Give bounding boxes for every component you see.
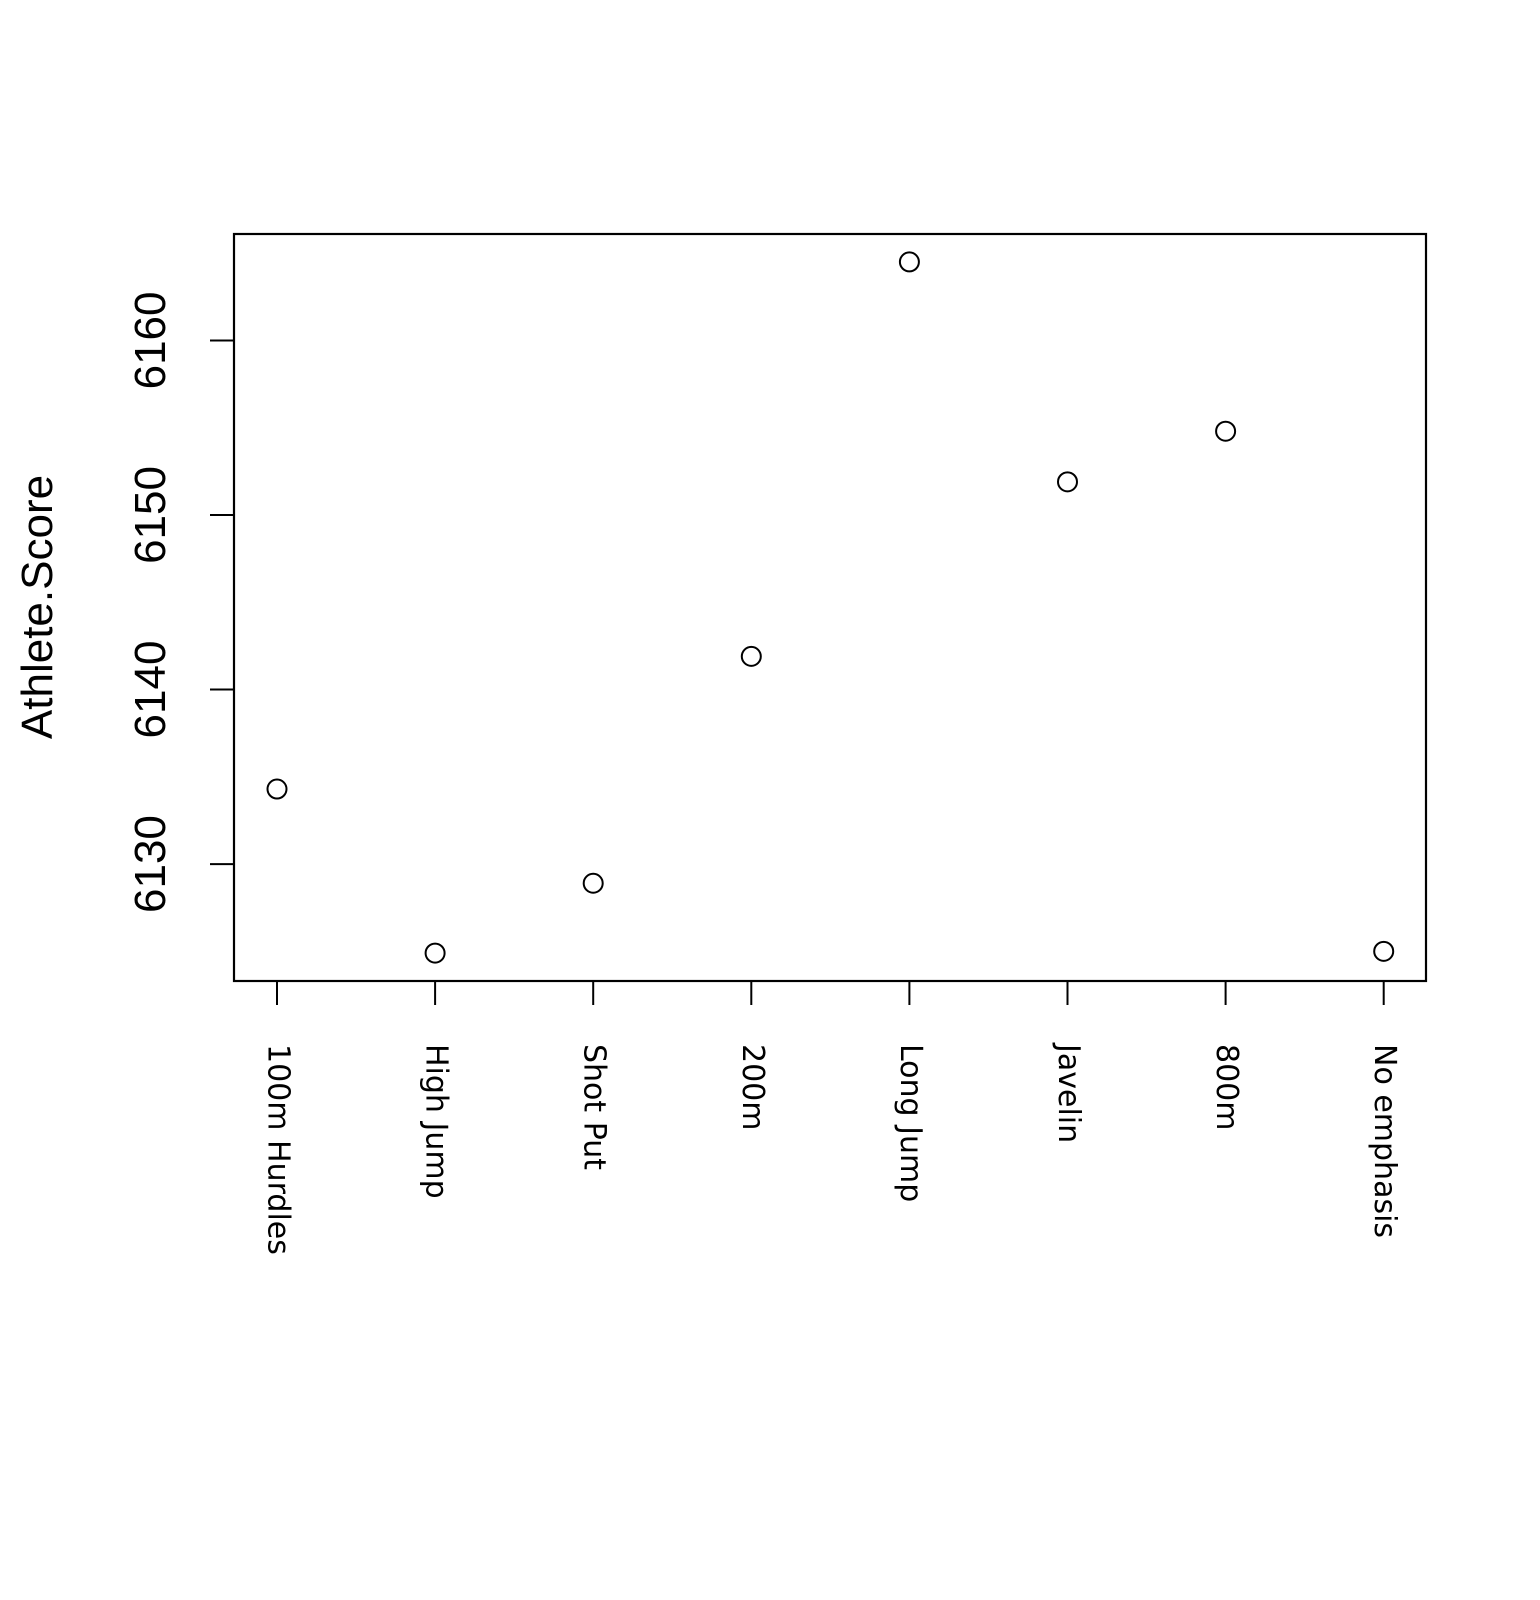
x-tick-label: 200m — [735, 1044, 770, 1130]
data-point — [266, 778, 288, 800]
y-tick-label: 6140 — [126, 641, 175, 739]
y-tick-label: 6160 — [126, 292, 175, 390]
x-tick-label: Long Jump — [893, 1044, 928, 1202]
x-tick-label: Javelin — [1051, 1042, 1086, 1143]
data-point — [1373, 940, 1395, 962]
y-tick-label: 6130 — [126, 815, 175, 913]
y-tick-label: 6150 — [126, 466, 175, 564]
data-point — [740, 645, 762, 667]
x-tick-label: No emphasis — [1367, 1044, 1402, 1238]
x-tick-label: Shot Put — [577, 1044, 612, 1170]
data-point — [1057, 471, 1078, 493]
data-point — [582, 872, 604, 894]
x-axis: 100m Hurdles High Jump Shot Put 200m Long Ju… — [261, 981, 1402, 1255]
data-point — [898, 251, 920, 273]
x-tick-label: 800m — [1209, 1044, 1244, 1130]
x-tick-label: 100m Hurdles — [261, 1044, 296, 1255]
data-point — [1215, 420, 1237, 442]
plot-area-frame — [232, 232, 1428, 983]
y-axis-title: Athlete.Score — [13, 475, 62, 739]
data-point — [424, 942, 446, 964]
x-tick-label: High Jump — [419, 1044, 454, 1199]
data-points — [266, 251, 1395, 964]
y-axis: 6130 6140 6150 6160 — [126, 292, 234, 913]
